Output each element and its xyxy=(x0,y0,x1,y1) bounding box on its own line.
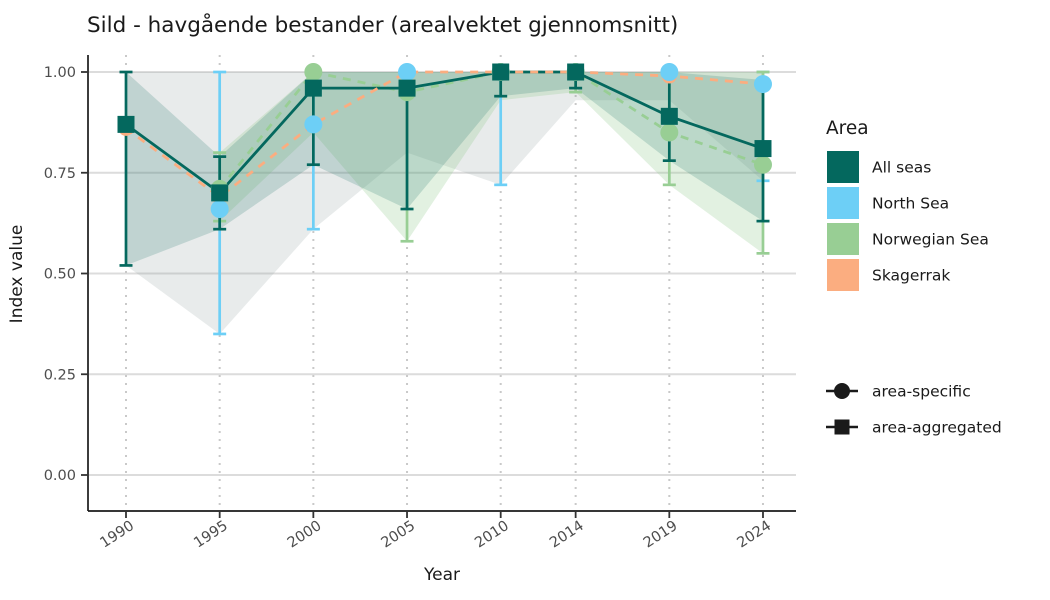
marker-all-seas xyxy=(660,107,678,125)
legend-area-swatch-norwegian-sea xyxy=(827,223,859,255)
legend-area-label-north-sea: North Sea xyxy=(872,195,949,213)
legend-area-swatch-all-seas xyxy=(827,151,859,183)
legend-shape-label-area-specific: area-specific xyxy=(872,383,971,401)
marker-norwegian-sea xyxy=(660,123,679,142)
marker-north-sea xyxy=(398,63,417,81)
legend-area-swatch-north-sea xyxy=(827,187,859,219)
error-bar-all-seas xyxy=(119,70,133,267)
marker-norwegian-sea xyxy=(304,63,323,81)
y-tick-label: 0.75 xyxy=(44,166,76,182)
x-tick-label: 2014 xyxy=(547,518,587,552)
marker-north-sea xyxy=(753,75,772,94)
error-bar-layer xyxy=(119,70,770,336)
ci-ribbon-norwegian-sea xyxy=(219,72,763,254)
ci-ribbon-north-sea xyxy=(126,72,763,334)
x-tick-label: 2024 xyxy=(735,518,775,552)
y-axis-title: Index value xyxy=(7,225,27,324)
legend-area-label-norwegian-sea: Norwegian Sea xyxy=(872,231,989,249)
x-tick-label: 2019 xyxy=(641,518,681,552)
legend-area-title: Area xyxy=(826,118,869,139)
marker-all-seas xyxy=(398,79,416,97)
chart-title: Sild - havgående bestander (arealvektet … xyxy=(87,12,678,38)
legend-shape: area-specific area-aggregated xyxy=(826,383,1002,437)
x-tick-label: 2000 xyxy=(285,518,325,552)
x-axis-title: Year xyxy=(423,565,460,585)
y-tick-label: 1.00 xyxy=(44,65,76,81)
marker-all-seas xyxy=(754,140,772,158)
axis-layer xyxy=(81,55,796,518)
y-tick-label: 0.00 xyxy=(44,468,76,484)
legend-shape-label-area-aggregated: area-aggregated xyxy=(872,419,1002,437)
legend-area: All seas North Sea Norwegian Sea Skagerrak xyxy=(827,151,989,291)
marker-layer xyxy=(117,63,772,219)
x-tick-label: 1990 xyxy=(98,518,138,552)
marker-all-seas xyxy=(304,79,322,97)
legend-area-label-all-seas: All seas xyxy=(872,159,931,177)
x-tick-label: 2010 xyxy=(472,518,512,552)
marker-all-seas xyxy=(567,63,585,81)
y-tick-label: 0.25 xyxy=(44,367,76,383)
x-tick-label: 2005 xyxy=(379,518,419,552)
marker-north-sea xyxy=(210,200,229,219)
marker-north-sea xyxy=(660,63,679,81)
marker-north-sea xyxy=(304,115,323,134)
series-line-all-seas xyxy=(125,70,764,195)
marker-norwegian-sea xyxy=(753,155,772,174)
legend-shape-square-icon xyxy=(834,419,850,435)
marker-all-seas xyxy=(492,63,510,81)
y-tick-label: 0.50 xyxy=(44,267,76,283)
series-line-skagerrak xyxy=(125,70,764,199)
marker-all-seas xyxy=(211,184,229,202)
marker-all-seas xyxy=(117,115,135,133)
legend-shape-circle-icon xyxy=(834,383,850,399)
legend-area-label-skagerrak: Skagerrak xyxy=(872,267,950,285)
x-tick-label: 1995 xyxy=(191,518,231,552)
legend-area-swatch-skagerrak xyxy=(827,259,859,291)
